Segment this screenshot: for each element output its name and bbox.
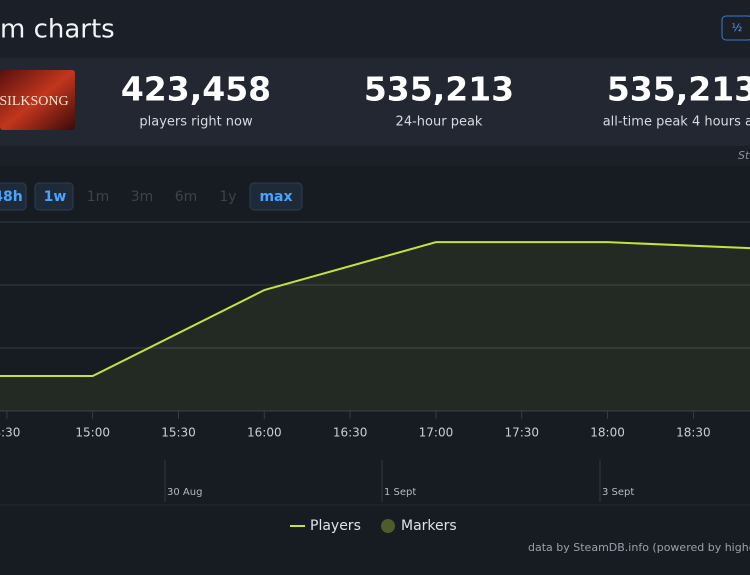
icon-glyph: ½ xyxy=(732,21,743,34)
series-line xyxy=(0,241,750,378)
game-image-text: SILKSONG xyxy=(0,94,69,109)
navigator-label: 3 Sept xyxy=(602,487,634,498)
stat-value: 535,213 xyxy=(607,70,750,109)
x-tick-label: 18:00 xyxy=(590,426,625,440)
navigator-label: 1 Sept xyxy=(384,487,416,498)
x-tick-label: 16:30 xyxy=(333,426,368,440)
range-button[interactable] xyxy=(34,182,74,211)
range-button[interactable] xyxy=(0,182,27,211)
navigator-label: 30 Aug xyxy=(167,487,202,498)
range-button-label[interactable]: 1w xyxy=(44,189,67,205)
stats-band xyxy=(0,58,750,146)
x-tick-label: 17:00 xyxy=(419,426,454,440)
area-fill xyxy=(0,242,750,411)
range-button-label: 1y xyxy=(219,189,236,205)
source-band xyxy=(0,146,750,166)
x-tick-label: 4:30 xyxy=(0,426,20,440)
x-tick-label: 16:00 xyxy=(247,426,282,440)
range-button-label[interactable]: 48h xyxy=(0,189,23,205)
stat-label: 24-hour peak xyxy=(396,115,483,130)
range-button-label: 6m xyxy=(175,189,198,205)
x-tick-label: 18:30 xyxy=(676,426,711,440)
legend-swatch[interactable] xyxy=(381,519,395,533)
range-button-label[interactable]: max xyxy=(259,189,292,205)
range-button-label: 3m xyxy=(131,189,154,205)
x-tick-label: 15:00 xyxy=(75,426,110,440)
icon-button[interactable] xyxy=(721,15,750,41)
game-image xyxy=(0,70,75,130)
range-button-label: 1m xyxy=(87,189,110,205)
stat-value: 535,213 xyxy=(364,70,514,109)
source-hint: St xyxy=(738,149,750,162)
credits: data by SteamDB.info (powered by highch xyxy=(528,541,750,554)
legend-label[interactable]: Markers xyxy=(401,518,457,534)
stat-label: all-time peak 4 hours ag xyxy=(603,115,750,130)
x-tick-label: 15:30 xyxy=(161,426,196,440)
stat-value: 423,458 xyxy=(121,70,271,109)
x-tick-label: 17:30 xyxy=(504,426,539,440)
page-title: m charts xyxy=(0,15,115,45)
legend-label[interactable]: Players xyxy=(310,518,361,534)
chart-panel xyxy=(0,166,750,575)
range-button[interactable] xyxy=(249,182,303,211)
stat-label: players right now xyxy=(139,115,253,130)
